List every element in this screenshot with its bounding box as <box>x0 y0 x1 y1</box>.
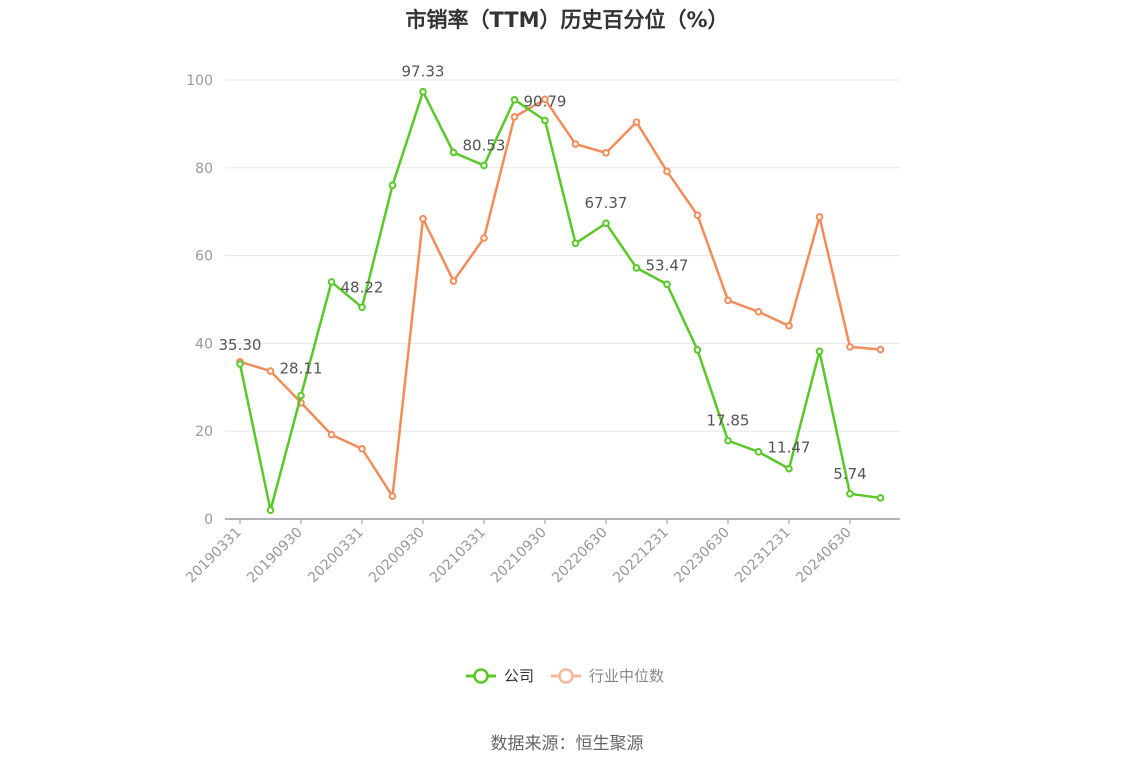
point-industry <box>358 444 366 453</box>
x-tick-label: 20200331 <box>305 525 367 587</box>
point-industry <box>541 95 549 104</box>
point-industry <box>815 213 824 221</box>
point-industry <box>785 322 793 330</box>
label-layer: 35.30 28.11 48.22 97.33 80.53 90.79 67.37 53.47… <box>219 63 867 483</box>
point-industry <box>632 118 641 126</box>
grid-layer <box>225 79 900 432</box>
point-company <box>480 161 488 170</box>
data-label-company: 90.79 <box>524 92 567 110</box>
x-tick-label: 20210331 <box>427 525 489 587</box>
x-tick-label: 20231231 <box>732 525 794 587</box>
legend-item-industry[interactable]: 行业中位数 <box>551 667 664 685</box>
data-label-company: 67.37 <box>585 194 628 212</box>
y-tick-label: 20 <box>195 424 213 440</box>
point-company <box>693 346 702 354</box>
x-tick-label: 20220630 <box>549 525 611 587</box>
point-industry <box>419 214 427 223</box>
data-label-company: 97.33 <box>402 63 445 81</box>
point-company <box>602 219 610 228</box>
axis-layer: 0 20 40 60 80 100 20190331 20190930 20200331 2020… <box>183 73 900 586</box>
data-label-company: 80.53 <box>463 136 506 154</box>
x-tick-label: 20240630 <box>793 525 855 587</box>
point-company <box>510 95 519 104</box>
data-source: 数据来源：恒生聚源 <box>490 734 644 754</box>
point-industry <box>663 167 671 176</box>
point-industry <box>449 277 458 285</box>
point-industry <box>388 492 397 500</box>
point-company <box>815 347 824 356</box>
point-industry <box>724 296 732 305</box>
x-tick-label: 20230630 <box>671 525 733 587</box>
point-company <box>785 464 793 473</box>
x-tick-label: 20210930 <box>488 525 550 587</box>
point-industry <box>266 367 275 375</box>
y-tick-label: 80 <box>195 161 213 177</box>
legend-marker-icon <box>473 668 489 684</box>
chart-title: 市销率（TTM）历史百分位（%） <box>405 8 729 32</box>
point-company <box>724 436 732 445</box>
x-tick-label: 20190331 <box>183 525 245 587</box>
point-company <box>449 148 458 157</box>
data-label-company: 35.30 <box>219 336 262 354</box>
point-company <box>266 506 275 515</box>
data-label-company: 53.47 <box>646 256 689 274</box>
data-label-company: 48.22 <box>341 278 384 296</box>
legend-marker-icon <box>558 668 574 684</box>
point-industry <box>693 211 702 220</box>
x-tick-label: 20190930 <box>244 525 306 587</box>
legend-label: 公司 <box>504 667 534 685</box>
point-company <box>388 181 397 190</box>
data-label-company: 28.11 <box>280 360 323 378</box>
x-tick-label: 20221231 <box>610 525 672 587</box>
point-industry <box>846 343 854 351</box>
point-industry <box>327 430 336 439</box>
x-tick-label: 20200930 <box>366 525 428 587</box>
y-tick-label: 40 <box>195 336 213 352</box>
legend-label: 行业中位数 <box>589 667 664 685</box>
legend-item-company[interactable]: 公司 <box>466 667 534 685</box>
point-company <box>297 391 305 400</box>
point-company <box>663 280 671 289</box>
y-tick-label: 0 <box>204 512 213 528</box>
point-company <box>358 303 366 312</box>
series-layer <box>236 87 885 515</box>
point-company <box>419 87 427 96</box>
point-company <box>632 264 641 272</box>
point-industry <box>510 113 519 121</box>
series-line-company <box>238 90 881 512</box>
legend[interactable]: 公司 行业中位数 <box>466 667 664 685</box>
point-company <box>876 494 885 502</box>
data-label-company: 11.47 <box>768 439 811 457</box>
y-tick-label: 100 <box>186 73 213 89</box>
point-company <box>571 239 580 248</box>
point-company <box>236 360 244 368</box>
point-company <box>754 448 763 456</box>
point-industry <box>571 140 580 148</box>
point-industry <box>754 307 763 316</box>
point-industry <box>480 234 488 242</box>
series-line-industry <box>239 98 881 498</box>
point-industry <box>602 149 610 157</box>
point-industry <box>876 345 885 354</box>
data-label-company: 5.74 <box>833 465 866 483</box>
y-tick-label: 60 <box>195 249 213 265</box>
point-company <box>846 490 854 498</box>
point-company <box>327 278 336 286</box>
point-company <box>541 116 549 125</box>
data-label-company: 17.85 <box>707 412 750 430</box>
